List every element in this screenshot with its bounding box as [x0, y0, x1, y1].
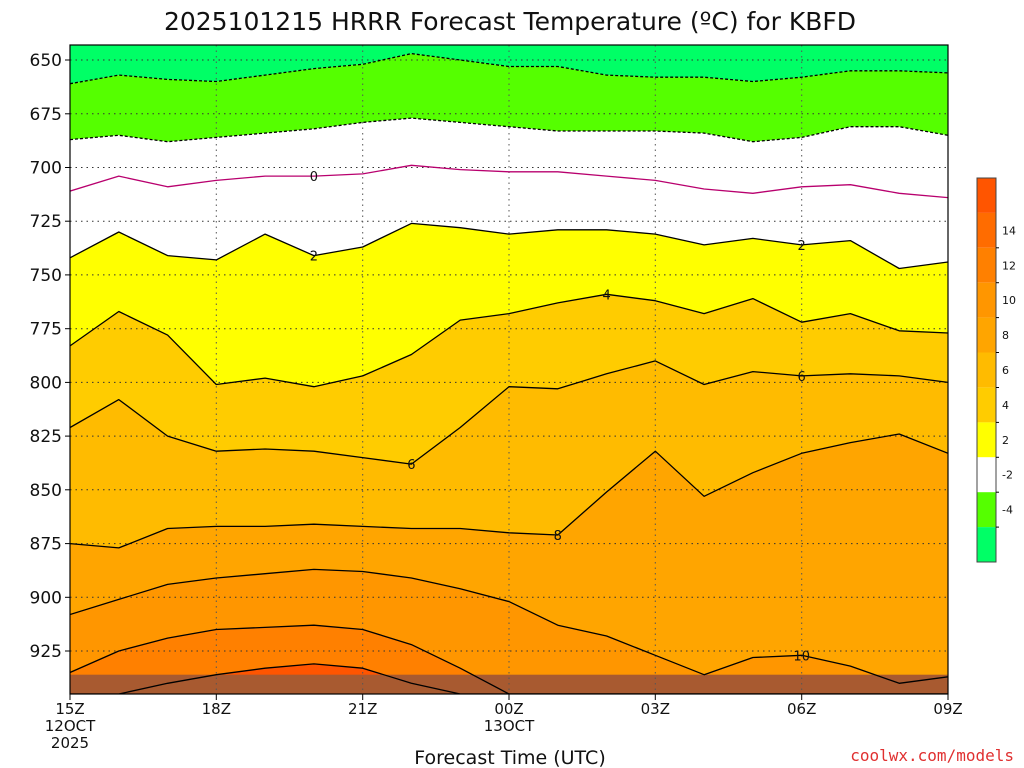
colorbar-swatch: [977, 317, 996, 353]
colorbar-swatch: [977, 212, 996, 248]
contour-label: 2: [310, 250, 318, 265]
contour-line: [70, 568, 948, 684]
colorbar-label: -2: [1002, 469, 1013, 482]
contour-line: [70, 293, 948, 388]
colorbar-swatch: [977, 457, 996, 493]
colorbar-label: 2: [1002, 434, 1009, 447]
chart-title: 2025101215 HRRR Forecast Temperature (ºC…: [164, 7, 856, 36]
x-tick-label: 03Z: [641, 700, 670, 718]
contour-labels: 0 2 2 4 6 6 8 10: [310, 170, 810, 664]
x-tick-label: 06Z: [787, 700, 816, 718]
colorbar-label: 8: [1002, 329, 1009, 342]
colorbar-label: 14: [1002, 224, 1016, 237]
colorbar-label: -4: [1002, 504, 1013, 517]
y-tick-label: 725: [30, 212, 62, 232]
contour-label: 0: [310, 170, 318, 185]
contour-line: [70, 360, 948, 465]
x-tick-label: 21Z: [348, 700, 377, 718]
contour-label: 4: [602, 288, 610, 303]
temperature-band: [70, 294, 948, 465]
colorbar-legend: 14 12 10 8 6 4 2 -2 -4: [976, 177, 1016, 563]
x-axis-label: Forecast Time (UTC): [414, 747, 605, 768]
colorbar-swatch: [977, 282, 996, 318]
y-axis: 650 675 700 725 750 775 800 825 850 875 900 925: [30, 51, 70, 662]
x-tick-label: 15Z: [55, 700, 84, 718]
contour-label: 10: [793, 649, 810, 664]
x-tick-label: 2025: [51, 734, 89, 752]
colorbar-swatch: [977, 422, 996, 458]
colorbar-swatch: [977, 527, 996, 562]
contour-lines: [70, 52, 948, 694]
colorbar-label: 4: [1002, 399, 1009, 412]
grid-lines: [70, 45, 948, 694]
contour-label: 6: [407, 458, 415, 473]
colorbar-swatch: [977, 387, 996, 423]
x-tick-label: 13OCT: [484, 717, 535, 735]
x-tick-label: 18Z: [202, 700, 231, 718]
y-tick-label: 875: [30, 535, 62, 555]
colorbar-swatch: [977, 492, 996, 528]
contour-label: 6: [798, 370, 806, 385]
contour-line: [70, 117, 948, 143]
temperature-band: [70, 45, 948, 84]
colorbar-label: 12: [1002, 259, 1016, 272]
y-tick-label: 925: [30, 642, 62, 662]
x-tick-label: 09Z: [933, 700, 962, 718]
colorbar-label: 10: [1002, 294, 1016, 307]
y-tick-label: 900: [30, 588, 62, 608]
y-tick-label: 700: [30, 159, 62, 179]
temperature-band: [70, 360, 948, 548]
temperature-band: [70, 223, 948, 387]
colorbar-swatch: [977, 247, 996, 283]
contour-line: [70, 222, 948, 270]
credit-text: coolwx.com/models: [850, 746, 1014, 765]
temperature-band: [70, 53, 948, 142]
y-tick-label: 800: [30, 373, 62, 393]
temperature-band: [70, 625, 948, 694]
colorbar-label: 6: [1002, 364, 1009, 377]
temperature-band: [70, 434, 948, 684]
contour-line: [70, 433, 948, 549]
y-tick-label: 825: [30, 427, 62, 447]
x-tick-label: 12OCT: [45, 717, 96, 735]
contour-label: 2: [798, 239, 806, 254]
colorbar-swatch: [977, 178, 996, 213]
y-tick-label: 750: [30, 266, 62, 286]
plot-area: 0 2 2 4 6 6 8 10: [69, 44, 949, 695]
colorbar-swatch: [977, 352, 996, 388]
colorbar-frame: [976, 177, 997, 563]
contour-line: [70, 52, 948, 85]
x-tick-label: 00Z: [494, 700, 523, 718]
y-tick-label: 850: [30, 481, 62, 501]
y-tick-label: 650: [30, 51, 62, 71]
y-tick-label: 675: [30, 105, 62, 125]
contour-line: [70, 663, 948, 694]
contour-label: 8: [554, 529, 562, 544]
temperature-band: [70, 569, 948, 694]
y-tick-label: 775: [30, 320, 62, 340]
contour-line: [70, 624, 948, 694]
contour-line: [70, 164, 948, 199]
